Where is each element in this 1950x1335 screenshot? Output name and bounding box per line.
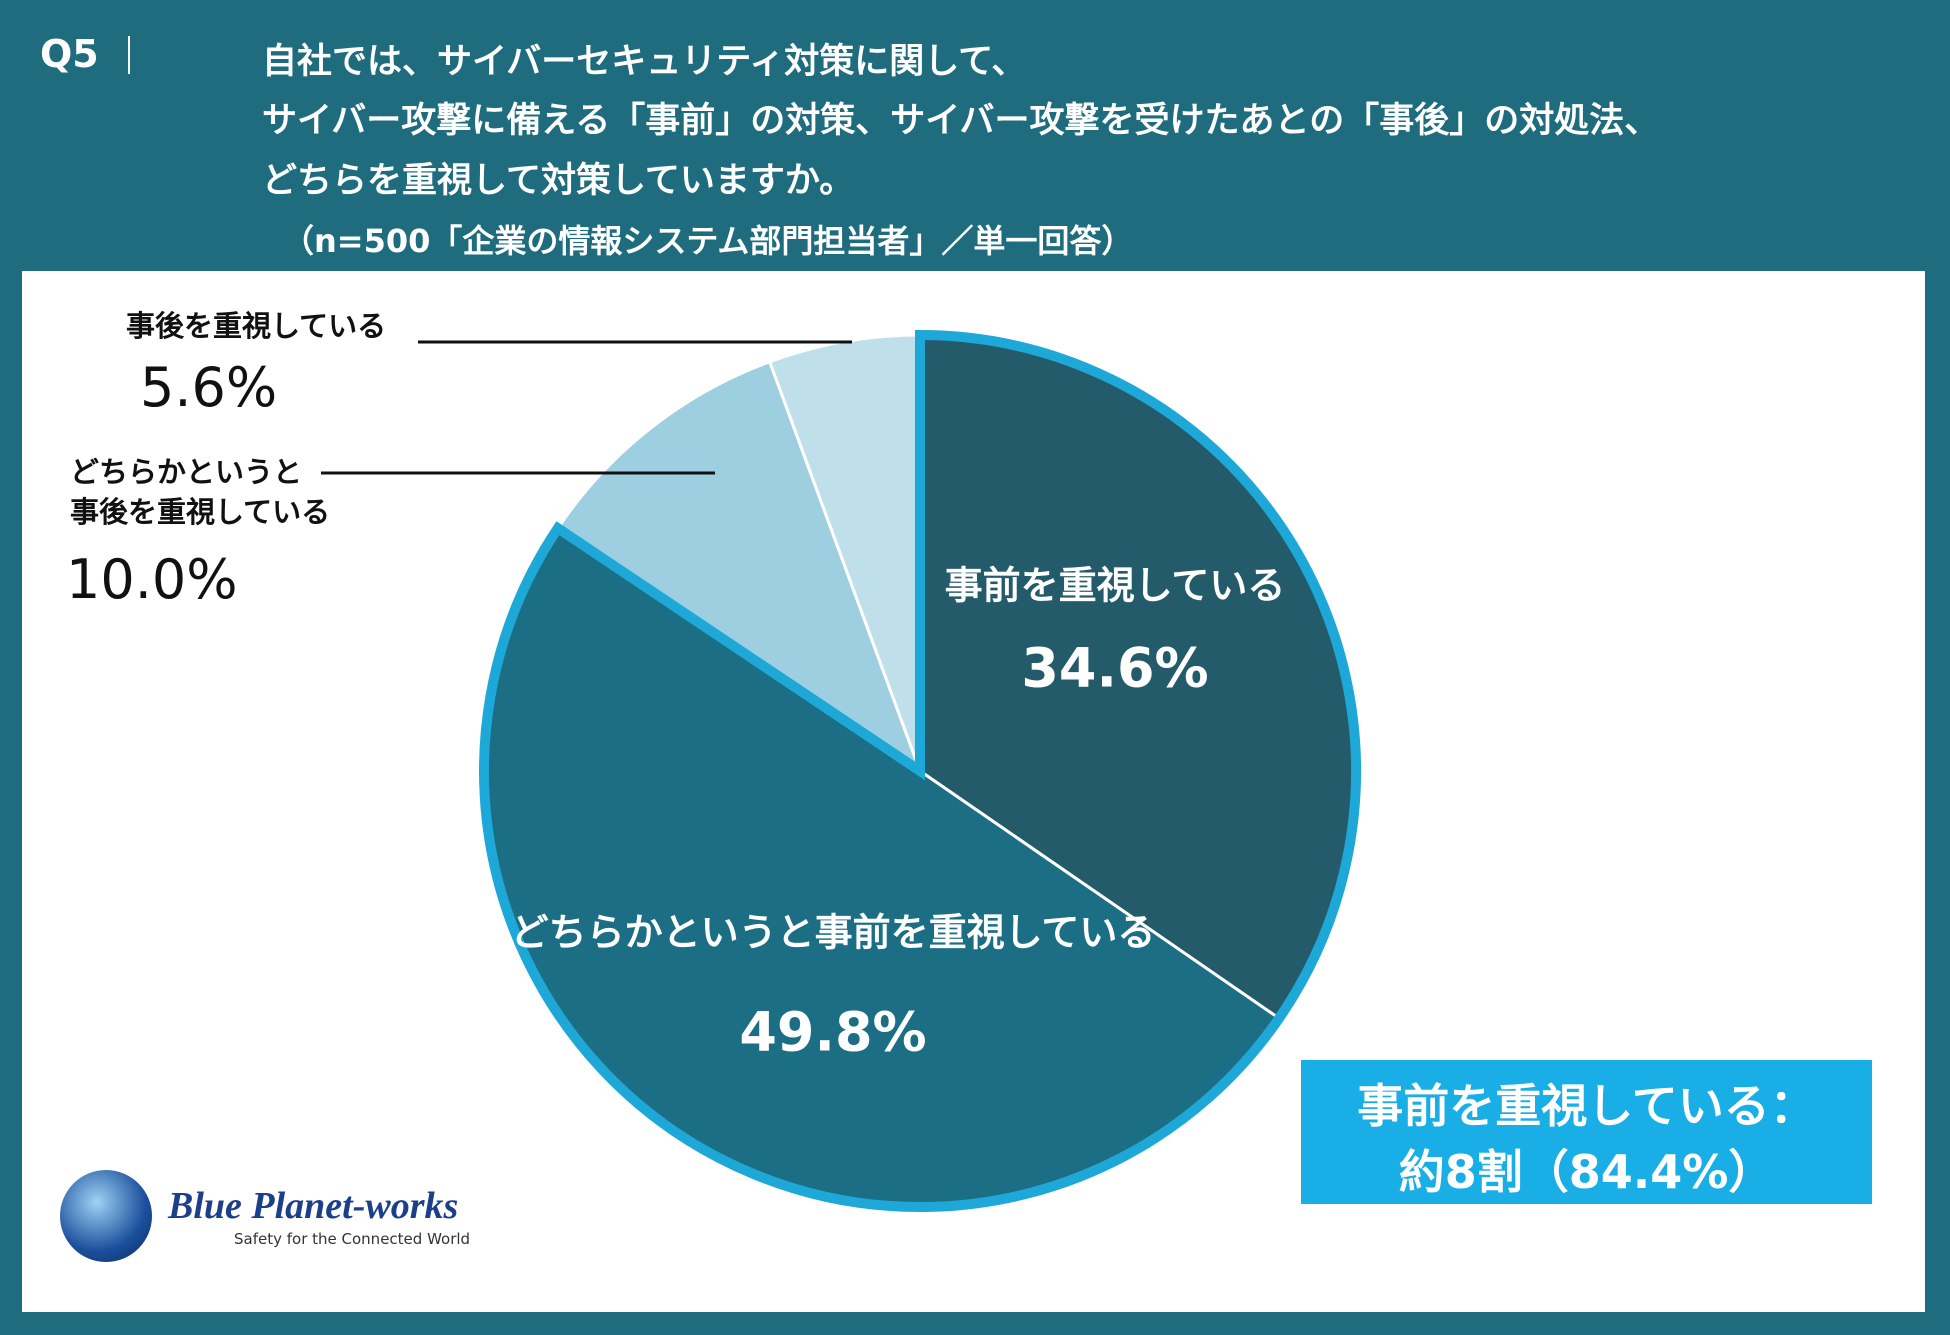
callout-text: 約8割（84.4%） bbox=[1398, 1145, 1775, 1199]
slice-value: 34.6% bbox=[1021, 637, 1208, 700]
question-number: Q5 bbox=[40, 32, 99, 76]
pie-slice bbox=[555, 359, 923, 775]
subtitle: （n=500「企業の情報システム部門担当者」／単一回答） bbox=[282, 222, 1134, 260]
divider bbox=[128, 36, 130, 74]
title-line: サイバー攻撃に備える「事前」の対策、サイバー攻撃を受けたあとの「事後」の対処法、 bbox=[262, 101, 1660, 141]
title-line: どちらを重視して対策していますか。 bbox=[262, 161, 855, 201]
logo-mark bbox=[60, 1170, 152, 1262]
title-line: 自社では、サイバーセキュリティ対策に関して、 bbox=[262, 42, 1027, 82]
slice-label: どちらかというと 事後を重視している bbox=[70, 455, 331, 529]
highlight-outline bbox=[479, 329, 1361, 1212]
logo-name: Blue Planet-works bbox=[168, 1185, 459, 1227]
slice-label: 事前を重視している bbox=[945, 564, 1286, 608]
slice-value: 10.0% bbox=[66, 548, 238, 611]
slice-label: どちらかというと事前を重視している bbox=[511, 911, 1156, 955]
slice-value: 5.6% bbox=[140, 356, 278, 419]
slice-value: 49.8% bbox=[739, 1001, 926, 1064]
slice-label: 事後を重視している bbox=[126, 309, 387, 343]
callout-text: 事前を重視している： bbox=[1357, 1079, 1816, 1133]
callout-box bbox=[1301, 1060, 1872, 1204]
logo-tagline: Safety for the Connected World bbox=[234, 1230, 471, 1248]
